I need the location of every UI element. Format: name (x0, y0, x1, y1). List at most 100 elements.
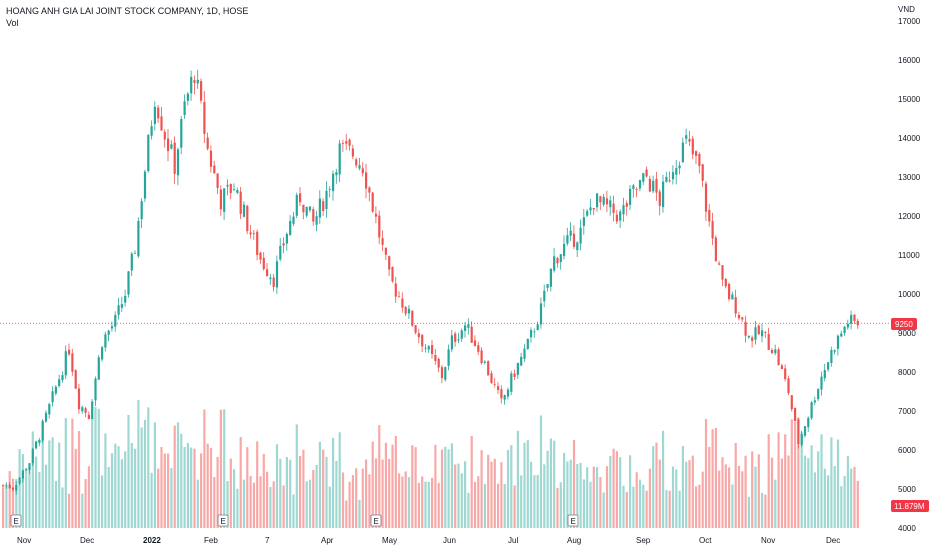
volume-bar (685, 461, 688, 528)
x-tick-label: Jul (508, 536, 518, 545)
candle-body (170, 144, 173, 149)
candle-body (754, 327, 757, 340)
volume-bar (143, 419, 147, 528)
volume-bar (206, 443, 209, 528)
volume-bar (807, 458, 810, 528)
price-axis: 17000 16000 15000 14000 13000 12000 11000 10000… (898, 17, 921, 533)
candle-body (473, 340, 477, 346)
x-tick-label: Nov (761, 536, 775, 545)
candle-body (526, 338, 529, 350)
x-tick-label: Jun (443, 536, 456, 545)
candle-body (25, 469, 28, 471)
candle-body (398, 296, 401, 298)
volume-bar (770, 457, 774, 528)
volume-bar (167, 453, 170, 528)
volume-bar (302, 449, 305, 528)
volume-bar (233, 469, 236, 528)
volume-bar (81, 493, 84, 528)
candle-body (325, 190, 328, 209)
candle-body (708, 209, 711, 222)
candle-body (97, 357, 100, 380)
volume-bar (338, 432, 341, 528)
volume-bar (266, 471, 269, 528)
volume-bar (480, 450, 483, 528)
candle-body (655, 178, 658, 193)
candle-body (87, 414, 90, 419)
volume-bar (658, 459, 661, 528)
candle-body (272, 277, 275, 287)
volume-bar (751, 451, 754, 528)
candle-body (378, 215, 381, 238)
volume-bar (487, 454, 490, 528)
candle-body (757, 325, 760, 335)
candle-body (289, 220, 292, 236)
volume-bar (813, 472, 816, 528)
volume-bar (629, 455, 632, 528)
volume-bar (272, 481, 275, 528)
candle-body (737, 314, 741, 319)
earnings-marker[interactable]: E (567, 514, 579, 527)
candle-body (269, 277, 272, 280)
volume-bar (747, 496, 750, 528)
volume-bar (559, 482, 562, 528)
volume-bar (54, 480, 57, 528)
earnings-marker[interactable]: E (217, 514, 229, 527)
volume-bar (407, 477, 411, 528)
volume-bar (97, 408, 100, 528)
volume-bar (209, 448, 213, 528)
volume-bar (549, 438, 552, 528)
candle-body (361, 168, 364, 174)
volume-bar (239, 437, 242, 528)
volume-bar (589, 481, 592, 528)
volume-bar (737, 465, 741, 528)
earnings-marker[interactable]: E (370, 514, 382, 527)
candle-body (183, 101, 186, 116)
candle-body (572, 233, 576, 247)
candle-body (38, 439, 41, 444)
volume-bar (675, 469, 678, 528)
candle-body (348, 139, 351, 146)
earnings-marker-box (10, 514, 22, 527)
volume-bar (325, 456, 328, 528)
volume-bar (444, 446, 447, 528)
volume-bar (850, 468, 853, 528)
volume-bar (87, 466, 90, 528)
volume-bar (497, 483, 500, 528)
volume-bar (8, 471, 11, 528)
candle-body (391, 267, 394, 282)
candle-body (285, 233, 288, 244)
candle-body (190, 76, 193, 94)
y-tick-label: 14000 (898, 134, 921, 143)
earnings-marker[interactable]: E (10, 514, 22, 527)
candle-body (219, 189, 222, 210)
volume-bar (467, 492, 470, 528)
volume-bar (186, 443, 189, 528)
volume-bar (35, 456, 38, 528)
volume-bar (698, 484, 701, 528)
volume-bar (124, 451, 127, 528)
candle-body (11, 487, 15, 490)
y-tick-label: 13000 (898, 173, 921, 182)
volume-bar (18, 449, 21, 528)
candle-body (853, 314, 856, 321)
volume-bar (460, 473, 463, 528)
candle-body (523, 348, 526, 359)
volume-bar (417, 482, 420, 528)
candle-body (226, 184, 229, 187)
candle-body (114, 315, 117, 327)
volume-bar (84, 479, 87, 528)
candle-body (143, 171, 147, 199)
volume-bar (655, 442, 658, 528)
volume-bar (794, 421, 797, 528)
volume-bar (394, 435, 397, 528)
candle-body (110, 326, 114, 329)
candle-body (368, 187, 371, 193)
volume-bar (454, 464, 457, 528)
volume-bar (671, 466, 675, 528)
candle-body (629, 188, 632, 205)
y-tick-label: 11000 (898, 251, 920, 260)
y-tick-label: 12000 (898, 212, 921, 221)
volume-bar (800, 431, 803, 528)
